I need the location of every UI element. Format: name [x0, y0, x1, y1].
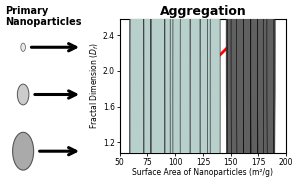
- Circle shape: [173, 0, 183, 189]
- Circle shape: [254, 0, 261, 189]
- Circle shape: [244, 0, 251, 189]
- Title: Aggregation: Aggregation: [159, 5, 246, 18]
- Circle shape: [200, 0, 210, 189]
- Circle shape: [244, 0, 251, 189]
- Circle shape: [237, 0, 244, 189]
- Circle shape: [251, 0, 258, 189]
- Circle shape: [13, 132, 34, 170]
- Circle shape: [173, 0, 183, 189]
- Circle shape: [151, 0, 165, 189]
- Circle shape: [190, 0, 200, 189]
- Circle shape: [137, 0, 151, 189]
- Circle shape: [180, 0, 190, 189]
- Circle shape: [254, 0, 261, 189]
- Y-axis label: Fractal Dimension ($D_f$): Fractal Dimension ($D_f$): [89, 43, 102, 129]
- Circle shape: [208, 0, 218, 189]
- Circle shape: [240, 0, 247, 189]
- Circle shape: [195, 0, 205, 189]
- Circle shape: [251, 0, 258, 189]
- Circle shape: [258, 0, 265, 189]
- Circle shape: [259, 0, 266, 189]
- Circle shape: [200, 0, 210, 189]
- Circle shape: [263, 0, 270, 189]
- Circle shape: [247, 0, 254, 189]
- Circle shape: [185, 0, 195, 189]
- Circle shape: [268, 0, 275, 189]
- Circle shape: [240, 0, 247, 189]
- Circle shape: [144, 0, 158, 189]
- Circle shape: [259, 0, 266, 189]
- Circle shape: [227, 0, 234, 189]
- Circle shape: [235, 0, 242, 189]
- Circle shape: [208, 0, 218, 189]
- Circle shape: [17, 84, 29, 105]
- Circle shape: [235, 0, 242, 189]
- Circle shape: [254, 0, 261, 189]
- Circle shape: [251, 0, 258, 189]
- Circle shape: [130, 0, 144, 189]
- Circle shape: [195, 0, 205, 189]
- Circle shape: [227, 0, 234, 189]
- Circle shape: [200, 0, 210, 189]
- Circle shape: [190, 0, 200, 189]
- Circle shape: [244, 0, 251, 189]
- Circle shape: [267, 0, 274, 189]
- Circle shape: [240, 0, 247, 189]
- Circle shape: [233, 0, 240, 189]
- Circle shape: [231, 0, 238, 189]
- Circle shape: [258, 0, 265, 189]
- Circle shape: [190, 0, 200, 189]
- Circle shape: [226, 0, 233, 189]
- Circle shape: [267, 0, 274, 189]
- Text: Primary
Nanoparticles: Primary Nanoparticles: [5, 6, 82, 27]
- Circle shape: [251, 0, 258, 189]
- Circle shape: [263, 0, 270, 189]
- Circle shape: [244, 0, 251, 189]
- Circle shape: [247, 0, 254, 189]
- Circle shape: [180, 0, 190, 189]
- Circle shape: [210, 0, 220, 189]
- Text: $D_f$: $D_f$: [173, 68, 189, 83]
- Circle shape: [180, 0, 190, 189]
- Circle shape: [261, 0, 268, 189]
- Circle shape: [247, 0, 254, 189]
- Circle shape: [158, 0, 172, 189]
- Circle shape: [231, 0, 238, 189]
- Circle shape: [170, 0, 180, 189]
- Circle shape: [21, 43, 25, 51]
- Circle shape: [237, 0, 244, 189]
- Circle shape: [185, 0, 195, 189]
- X-axis label: Surface Area of Nanoparticles (m²/g): Surface Area of Nanoparticles (m²/g): [133, 168, 273, 177]
